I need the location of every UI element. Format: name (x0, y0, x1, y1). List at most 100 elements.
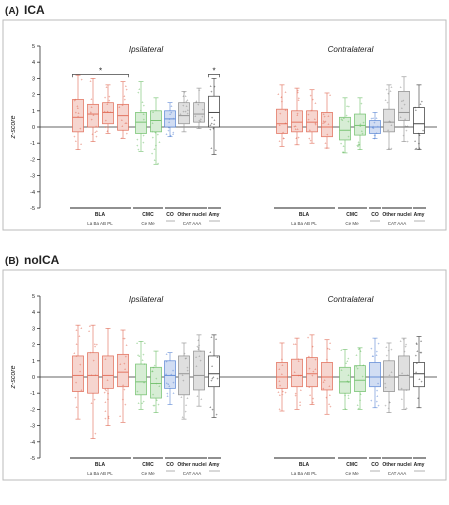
data-point: + (96, 342, 99, 347)
y-tick-label: 5 (32, 294, 35, 300)
region-sub-label: La Ba AB PL (87, 221, 113, 226)
data-point: + (357, 140, 360, 145)
data-point: + (185, 104, 188, 109)
data-point: + (401, 370, 404, 375)
data-point: + (119, 414, 122, 419)
data-point: + (295, 123, 298, 128)
data-point: + (140, 108, 143, 113)
panel-b: (B) noICA -5 -4 -3 -2 -1 0 1 2 3 4 5 z-score Ipsilater… (2, 253, 447, 481)
data-point: + (310, 138, 313, 143)
data-point: + (324, 141, 327, 146)
data-point: + (402, 133, 405, 138)
region-label: CMC (346, 462, 358, 468)
data-point: + (299, 403, 302, 408)
data-point: + (88, 328, 91, 333)
data-point: + (212, 126, 215, 131)
box-other-nuclei (178, 102, 190, 125)
panel-label: (B) (5, 256, 19, 267)
data-point: + (107, 396, 110, 401)
data-point: + (94, 341, 97, 346)
data-point: + (180, 394, 183, 399)
data-point: + (329, 404, 332, 409)
data-point: + (108, 414, 111, 419)
region-label: Amy (209, 462, 220, 468)
data-point: + (75, 380, 78, 385)
data-point: + (165, 352, 168, 357)
data-point: + (329, 392, 332, 397)
data-point: + (328, 347, 331, 352)
data-point: + (104, 416, 107, 421)
data-point: + (185, 94, 188, 99)
data-point: + (106, 377, 109, 382)
data-point: + (195, 363, 198, 368)
box-amy (413, 107, 425, 134)
data-point: + (77, 105, 80, 110)
data-point: + (309, 392, 312, 397)
data-point: + (279, 139, 282, 144)
data-point: + (415, 146, 418, 151)
data-point: + (106, 129, 109, 134)
box-amy (208, 355, 220, 388)
data-point: + (372, 354, 375, 359)
data-point: + (345, 113, 348, 118)
data-point: + (359, 121, 362, 126)
group-title: Contralateral (328, 295, 374, 304)
data-point: + (90, 372, 93, 377)
data-point: + (194, 113, 197, 118)
data-point: + (386, 100, 389, 105)
region-sub-label: La Ba AB PL (291, 221, 317, 226)
data-point: + (80, 326, 83, 331)
data-point: + (73, 350, 76, 355)
data-point: + (77, 114, 80, 119)
data-point: + (342, 150, 345, 155)
data-point: + (143, 362, 146, 367)
data-point: + (152, 403, 155, 408)
box-cmc (135, 363, 147, 396)
data-point: + (405, 387, 408, 392)
box-amy (208, 95, 220, 128)
data-point: + (401, 105, 404, 110)
data-point: + (202, 107, 205, 112)
data-point: + (142, 133, 145, 138)
y-tick-label: 2 (32, 93, 35, 99)
data-point: + (209, 350, 212, 355)
region-label: CO (371, 212, 379, 218)
box-bla (87, 103, 99, 128)
region-label: Other nuclei (177, 462, 207, 468)
data-point: + (342, 149, 345, 154)
y-axis-label: z-score (10, 115, 17, 139)
data-point: + (79, 126, 82, 131)
data-point: + (90, 109, 93, 114)
region-label: CMC (346, 212, 358, 218)
region-label: BLA (299, 212, 310, 218)
data-point: + (295, 127, 298, 132)
data-point: + (185, 403, 188, 408)
data-point: + (209, 405, 212, 410)
data-point: + (295, 135, 298, 140)
data-point: + (372, 124, 375, 129)
panel-label: (A) (5, 6, 19, 17)
data-point: + (355, 352, 358, 357)
y-tick-label: -5 (30, 456, 35, 462)
data-point: + (279, 407, 282, 412)
data-point: + (158, 384, 161, 389)
data-point: + (279, 123, 282, 128)
data-point: + (91, 131, 94, 136)
data-point: + (165, 359, 168, 364)
data-point: + (312, 344, 315, 349)
data-point: + (108, 98, 111, 103)
data-point: + (285, 390, 288, 395)
data-point: + (141, 400, 144, 405)
data-point: + (340, 367, 343, 372)
data-point: + (384, 98, 387, 103)
data-point: + (309, 127, 312, 132)
data-point: + (104, 356, 107, 361)
data-point: + (141, 358, 144, 363)
data-point: + (105, 388, 108, 393)
data-point: + (307, 112, 310, 117)
data-point: + (282, 130, 285, 135)
y-tick-label: 3 (32, 326, 35, 332)
data-point: + (195, 354, 198, 359)
data-point: + (418, 377, 421, 382)
